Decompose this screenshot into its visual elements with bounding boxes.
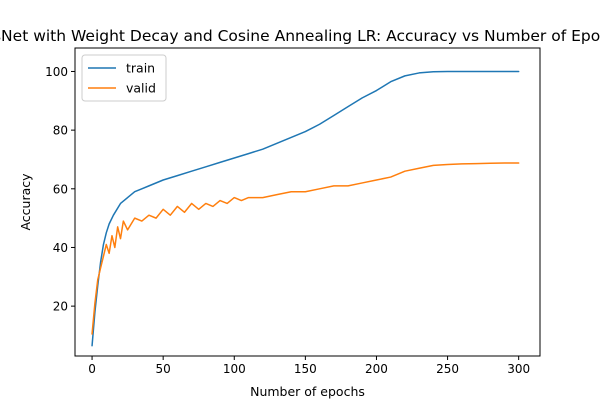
legend: train valid xyxy=(81,54,167,102)
chart-title: ResNet with Weight Decay and Cosine Anne… xyxy=(0,27,600,45)
x-tick-label: 50 xyxy=(156,362,171,376)
x-tick-label: 300 xyxy=(507,362,530,376)
x-axis-label: Number of epochs xyxy=(250,384,365,399)
x-tick-label: 200 xyxy=(365,362,388,376)
plot-frame xyxy=(74,47,541,357)
y-axis-label: Accuracy xyxy=(18,173,33,231)
legend-label-train: train xyxy=(126,61,155,76)
legend-box xyxy=(81,54,167,102)
y-tick-label: 20 xyxy=(53,300,68,314)
series-line-valid xyxy=(91,162,520,335)
x-tick-label: 150 xyxy=(294,362,317,376)
y-tick-label: 100 xyxy=(45,65,68,79)
y-tick-label: 60 xyxy=(53,182,68,196)
series-line-train xyxy=(91,70,520,347)
legend-label-valid: valid xyxy=(126,81,156,96)
y-tick-label: 80 xyxy=(53,124,68,138)
x-tick-label: 100 xyxy=(223,362,246,376)
x-tick-label: 250 xyxy=(436,362,459,376)
x-tick-label: 0 xyxy=(88,362,96,376)
y-tick-label: 40 xyxy=(53,241,68,255)
